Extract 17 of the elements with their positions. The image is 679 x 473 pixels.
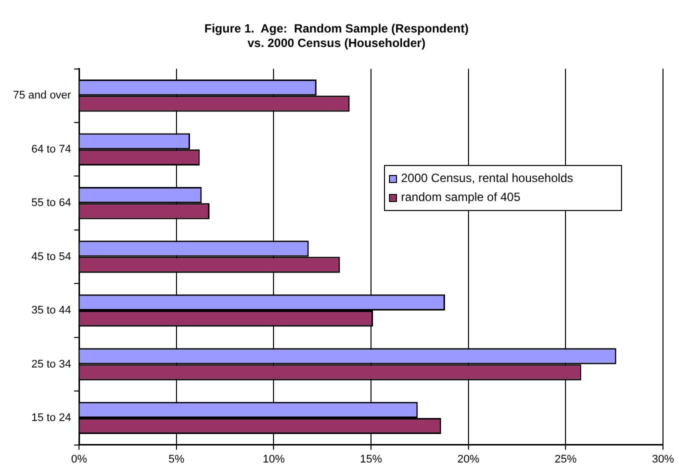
y-tick-label: 55 to 64 <box>31 197 72 210</box>
x-tick-label: 0% <box>71 453 88 466</box>
x-tick-label: 25% <box>554 453 577 466</box>
x-tick-label: 20% <box>457 453 480 466</box>
y-tick-label: 35 to 44 <box>31 304 72 317</box>
y-tick-label: 45 to 54 <box>31 250 72 263</box>
y-tick-label: 64 to 74 <box>31 143 72 156</box>
legend-label: 2000 Census, rental households <box>401 170 574 187</box>
x-tick-label: 15% <box>360 453 382 466</box>
y-tick-label: 75 and over <box>12 90 72 102</box>
x-tick-label: 5% <box>168 453 185 466</box>
y-tick-label: 15 to 24 <box>31 412 72 424</box>
x-tick-label: 10% <box>262 453 285 466</box>
y-tick-label: 25 to 34 <box>31 358 72 370</box>
x-tick-label: 30% <box>652 453 674 466</box>
chart-title: Figure 1. Age: Random Sample (Respondent) vs. 2000 Census (Householder) <box>204 22 469 50</box>
legend-label: random sample of 405 <box>401 189 520 206</box>
